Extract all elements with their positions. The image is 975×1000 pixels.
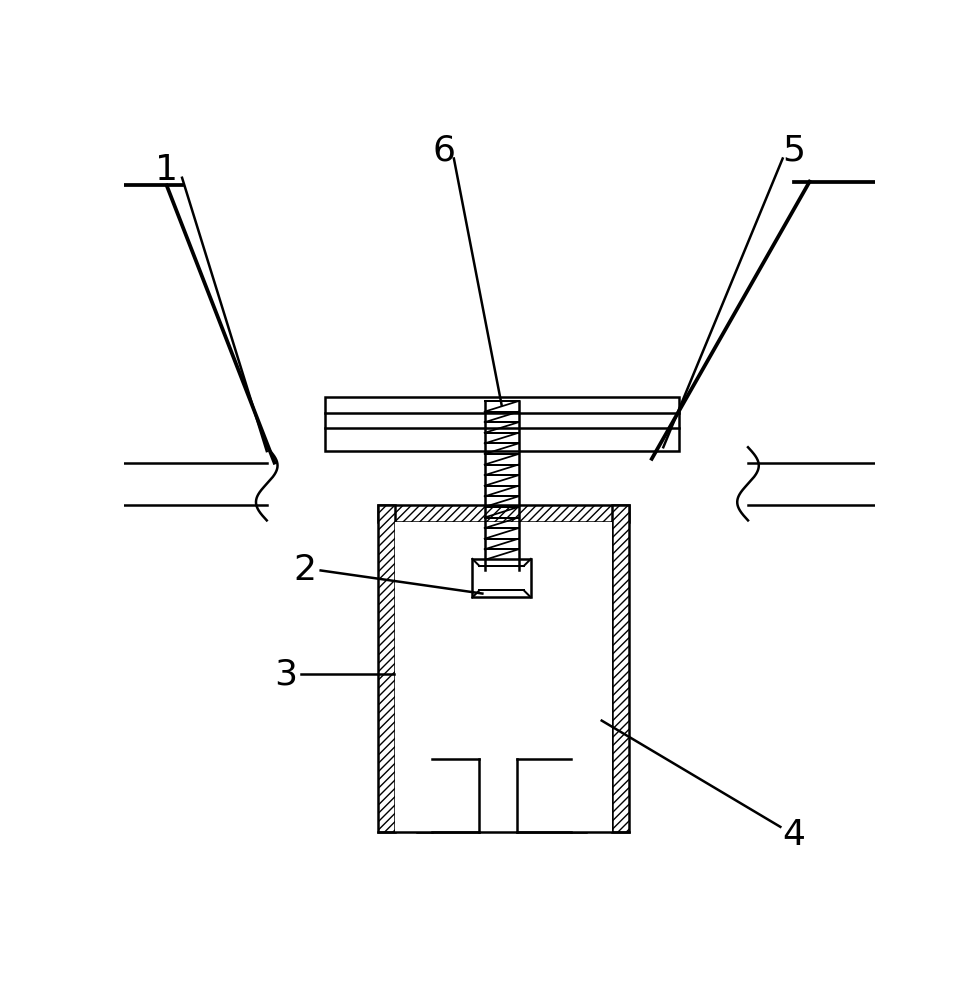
- Bar: [378, 505, 395, 832]
- Bar: [485, 401, 519, 570]
- Text: 1: 1: [155, 153, 178, 187]
- Bar: [378, 505, 629, 522]
- Bar: [395, 522, 611, 832]
- Bar: [125, 463, 876, 505]
- Bar: [417, 667, 432, 832]
- Text: 4: 4: [783, 818, 805, 852]
- Bar: [517, 759, 571, 832]
- Text: 6: 6: [432, 134, 455, 168]
- Bar: [417, 759, 586, 778]
- Bar: [325, 397, 679, 451]
- Text: 5: 5: [783, 134, 805, 168]
- Bar: [479, 667, 517, 759]
- Bar: [611, 505, 629, 832]
- Text: 3: 3: [275, 657, 297, 691]
- Bar: [472, 559, 530, 597]
- Bar: [491, 597, 512, 667]
- Text: 2: 2: [293, 553, 317, 587]
- Bar: [571, 667, 586, 832]
- Bar: [432, 759, 479, 832]
